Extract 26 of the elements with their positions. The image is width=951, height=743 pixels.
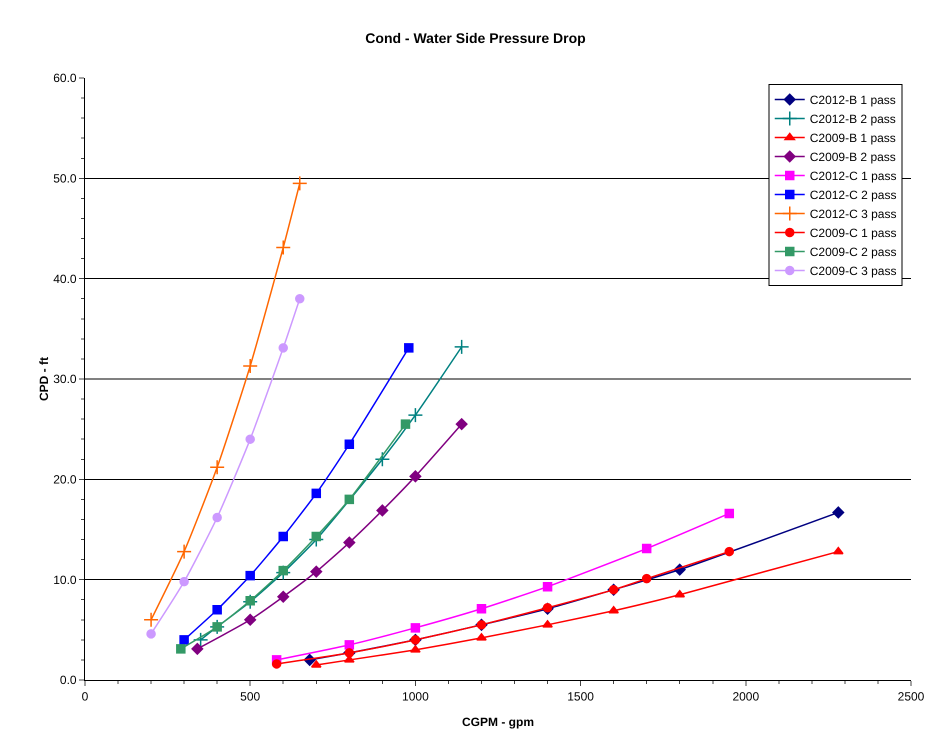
legend-label: C2009-B 2 pass — [810, 150, 896, 164]
legend-label: C2012-C 3 pass — [810, 207, 896, 222]
x-tick-label: 2500 — [898, 689, 925, 704]
x-tick-label: 2000 — [732, 689, 760, 704]
legend-label: C2012-C 1 pass — [810, 169, 896, 184]
chart-title: Cond - Water Side Pressure Drop — [365, 30, 586, 46]
legend-label: C2009-C 3 pass — [810, 264, 896, 278]
legend-label: C2012-B 1 pass — [810, 93, 896, 108]
y-tick-label: 20.0 — [53, 472, 77, 487]
legend-label: C2009-C 2 pass — [810, 245, 896, 260]
y-tick-label: 30.0 — [53, 372, 77, 386]
x-tick-label: 1000 — [402, 689, 430, 704]
x-tick-label: 0 — [82, 689, 89, 704]
x-axis-title: CGPM - gpm — [462, 715, 534, 729]
legend-label: C2012-C 2 pass — [810, 188, 896, 202]
y-tick-label: 50.0 — [53, 172, 77, 186]
legend-label: C2009-B 1 pass — [810, 131, 896, 146]
x-tick-label: 1500 — [567, 689, 594, 704]
legend-label: C2009-C 1 pass — [810, 226, 896, 240]
y-axis-title: CPD - ft — [37, 357, 52, 401]
legend-label: C2012-B 2 pass — [810, 112, 896, 126]
y-tick-label: 40.0 — [53, 272, 77, 286]
x-tick-label: 500 — [240, 689, 261, 704]
y-tick-label: 60.0 — [53, 71, 77, 86]
y-tick-label: 0.0 — [60, 673, 77, 688]
y-tick-label: 10.0 — [53, 572, 77, 587]
